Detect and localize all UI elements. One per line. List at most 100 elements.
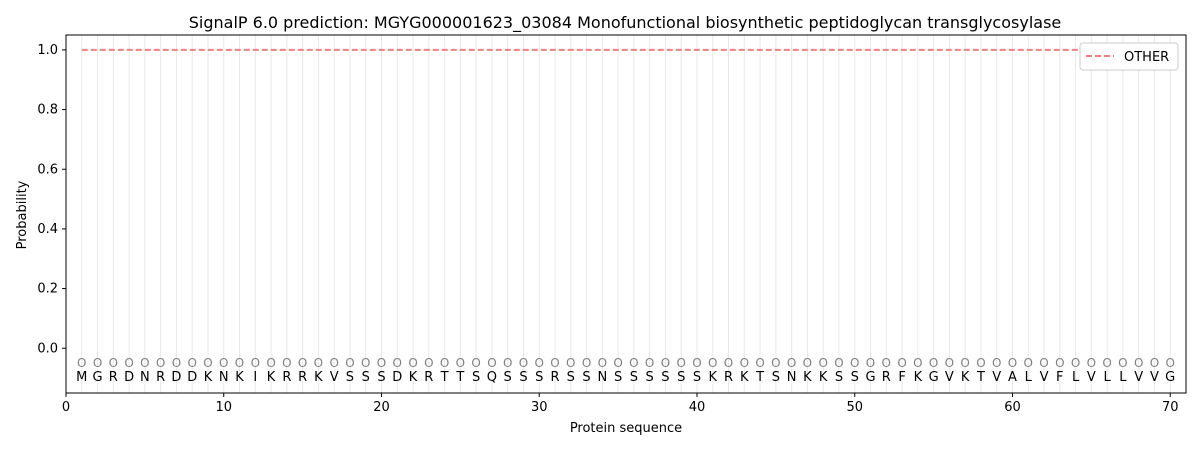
residue-label-4: D	[124, 370, 134, 385]
y-tick-label-0.0: 0.0	[37, 341, 58, 356]
residue-marker-1: O	[77, 356, 86, 370]
residue-marker-18: O	[345, 356, 354, 370]
y-tick-label-0.4: 0.4	[37, 222, 58, 237]
residue-marker-4: O	[124, 356, 133, 370]
residue-marker-70: O	[1165, 356, 1174, 370]
residue-label-32: S	[567, 370, 575, 385]
x-tick-label-10: 10	[215, 400, 232, 415]
residue-marker-21: O	[393, 356, 402, 370]
residue-label-28: S	[504, 370, 512, 385]
residue-label-53: F	[898, 370, 905, 385]
residue-label-50: S	[851, 370, 859, 385]
residue-label-16: K	[314, 370, 323, 385]
residue-marker-12: O	[251, 356, 260, 370]
legend-label-other: OTHER	[1124, 50, 1169, 65]
residue-marker-26: O	[471, 356, 480, 370]
residue-marker-56: O	[945, 356, 954, 370]
residue-marker-23: O	[424, 356, 433, 370]
residue-label-65: V	[1087, 370, 1096, 385]
residue-marker-19: O	[361, 356, 370, 370]
residue-label-45: S	[772, 370, 780, 385]
residue-label-52: R	[882, 370, 891, 385]
residue-label-11: K	[235, 370, 244, 385]
residue-marker-30: O	[535, 356, 544, 370]
residue-label-70: G	[1165, 370, 1175, 385]
residue-marker-37: O	[645, 356, 654, 370]
x-tick-label-50: 50	[846, 400, 863, 415]
residue-label-48: K	[819, 370, 828, 385]
residue-marker-28: O	[503, 356, 512, 370]
residue-marker-42: O	[724, 356, 733, 370]
residue-label-36: S	[630, 370, 638, 385]
residue-label-14: R	[282, 370, 291, 385]
residue-label-30: S	[535, 370, 543, 385]
residue-marker-45: O	[771, 356, 780, 370]
residue-marker-13: O	[266, 356, 275, 370]
residue-label-46: N	[787, 370, 797, 385]
residue-label-64: L	[1072, 370, 1080, 385]
residue-marker-41: O	[708, 356, 717, 370]
residue-marker-44: O	[755, 356, 764, 370]
residue-marker-25: O	[456, 356, 465, 370]
residue-label-34: N	[597, 370, 607, 385]
residue-label-5: N	[140, 370, 150, 385]
residue-marker-33: O	[582, 356, 591, 370]
x-tick-label-0: 0	[62, 400, 70, 415]
residue-marker-24: O	[440, 356, 449, 370]
residue-marker-43: O	[740, 356, 749, 370]
x-tick-label-40: 40	[689, 400, 706, 415]
residue-label-7: D	[171, 370, 181, 385]
residue-marker-8: O	[187, 356, 196, 370]
residue-label-27: Q	[487, 370, 497, 385]
residue-label-59: V	[992, 370, 1001, 385]
residue-label-66: L	[1104, 370, 1112, 385]
x-tick-label-20: 20	[373, 400, 390, 415]
residue-label-15: R	[298, 370, 307, 385]
residue-label-67: L	[1119, 370, 1127, 385]
residue-label-20: S	[377, 370, 385, 385]
residue-label-31: R	[550, 370, 559, 385]
residue-label-24: T	[440, 370, 449, 385]
residue-marker-54: O	[913, 356, 922, 370]
plot-frame	[65, 34, 1187, 394]
residue-label-12: I	[253, 370, 257, 385]
residue-label-1: M	[76, 370, 87, 385]
residue-label-62: V	[1040, 370, 1049, 385]
residue-label-63: F	[1056, 370, 1063, 385]
residue-label-39: S	[677, 370, 685, 385]
residue-marker-48: O	[818, 356, 827, 370]
residue-marker-3: O	[109, 356, 118, 370]
y-tick-label-1.0: 1.0	[37, 43, 58, 58]
residue-label-19: S	[362, 370, 370, 385]
residue-label-40: S	[693, 370, 701, 385]
residue-marker-62: O	[1039, 356, 1048, 370]
y-tick-label-0.8: 0.8	[37, 103, 58, 118]
residue-marker-29: O	[519, 356, 528, 370]
chart-title: SignalP 6.0 prediction: MGYG000001623_03…	[189, 13, 1062, 33]
residue-label-25: T	[455, 370, 464, 385]
residue-marker-15: O	[298, 356, 307, 370]
residue-marker-2: O	[93, 356, 102, 370]
residue-label-69: V	[1150, 370, 1159, 385]
residue-label-61: L	[1025, 370, 1033, 385]
y-axis-label: Probability	[15, 180, 30, 249]
residue-marker-11: O	[235, 356, 244, 370]
residue-label-8: D	[187, 370, 197, 385]
residue-label-55: G	[929, 370, 939, 385]
residue-marker-14: O	[282, 356, 291, 370]
residue-marker-6: O	[156, 356, 165, 370]
residue-marker-17: O	[329, 356, 338, 370]
residue-marker-67: O	[1118, 356, 1127, 370]
residue-label-33: S	[582, 370, 590, 385]
residue-label-9: K	[204, 370, 213, 385]
residue-marker-16: O	[314, 356, 323, 370]
residue-label-10: N	[219, 370, 229, 385]
residue-marker-7: O	[172, 356, 181, 370]
residue-marker-36: O	[629, 356, 638, 370]
residue-marker-64: O	[1071, 356, 1080, 370]
legend: OTHER	[1079, 42, 1179, 71]
x-axis-label: Protein sequence	[570, 421, 682, 436]
residue-label-58: T	[976, 370, 985, 385]
